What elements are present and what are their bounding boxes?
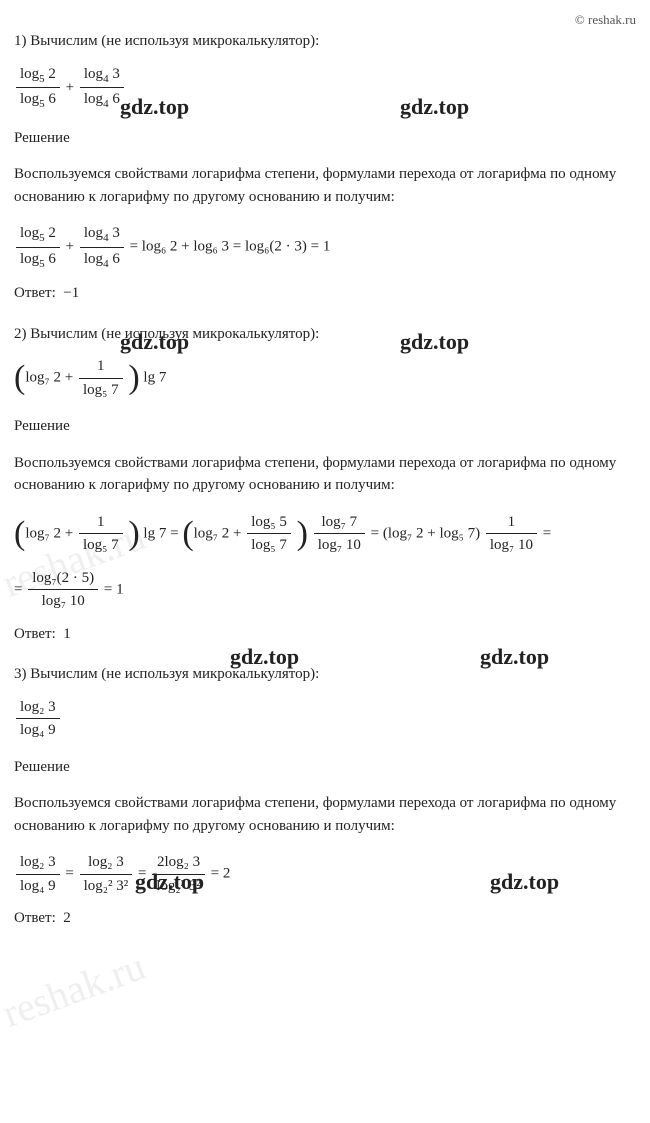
- problem-2-explain: Воспользуемся свойствами логарифма степе…: [14, 452, 636, 497]
- problem-2-answer: Ответ: 1: [14, 623, 636, 646]
- problem-1-title: 1) Вычислим (не используя микрокалькулят…: [14, 30, 636, 53]
- problem-3-expression: log₂ 3log₄ 9: [14, 696, 636, 742]
- problem-3-explain: Воспользуемся свойствами логарифма степе…: [14, 792, 636, 837]
- problem-2-title: 2) Вычислим (не используя микрокалькулят…: [14, 323, 636, 346]
- solution-label: Решение: [14, 415, 636, 438]
- problem-1-explain: Воспользуемся свойствами логарифма степе…: [14, 163, 636, 208]
- problem-2-work: (log₇ 2 + 1log₅ 7 ) lg 7 = (log₇ 2 + log…: [14, 511, 636, 557]
- solution-label: Решение: [14, 127, 636, 150]
- problem-2-expression: (log₇ 2 + 1log₅ 7 ) lg 7: [14, 355, 636, 401]
- watermark-reshak: reshak.ru: [0, 937, 154, 1044]
- problem-3-title: 3) Вычислим (не используя микрокалькулят…: [14, 663, 636, 686]
- problem-1-expression: log5 2log5 6 + log4 3log4 6: [14, 63, 636, 113]
- solution-label: Решение: [14, 756, 636, 779]
- problem-3-answer: Ответ: 2: [14, 907, 636, 930]
- problem-2-work-line2: = log₇(2 · 5)log₇ 10 = 1: [14, 567, 636, 613]
- problem-1-work: log5 2log5 6 + log4 3log4 6 = log₆ 2 + l…: [14, 222, 636, 272]
- copyright: © reshak.ru: [575, 10, 636, 30]
- problem-3-work: log₂ 3log₄ 9 = log₂ 3log₂² 3² = 2log₂ 3l…: [14, 851, 636, 897]
- problem-1-answer: Ответ: −1: [14, 282, 636, 305]
